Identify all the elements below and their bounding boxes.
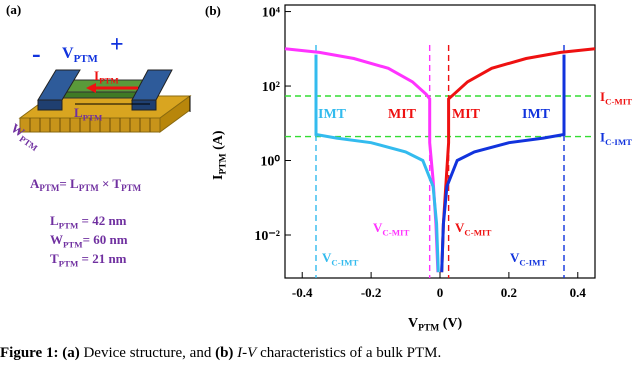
x-axis-label: VPTM (V) <box>408 316 463 334</box>
text-tail: = 21 nm <box>78 251 126 266</box>
series-line <box>314 54 440 273</box>
caption: Figure 1: (a) Device structure, and (b) … <box>0 345 441 361</box>
text-main: T <box>50 251 59 266</box>
text-tail: = 60 nm <box>83 232 128 247</box>
caption-text: I-V <box>236 345 258 361</box>
dimension: TPTM = 21 nm <box>50 251 127 268</box>
current-label: IPTM <box>94 68 119 85</box>
annotation: MIT <box>388 107 417 122</box>
text-main: V <box>62 45 74 62</box>
caption-text: (a) <box>58 345 79 361</box>
voltage-label: VPTM <box>62 45 98 65</box>
minus-sign: - <box>32 39 41 68</box>
text-main: V <box>322 250 332 265</box>
text-main: V <box>455 220 465 235</box>
threshold-label: VC-MIT <box>455 220 491 237</box>
threshold-label: VC-IMT <box>510 250 546 267</box>
text-sub: PTM <box>39 183 60 193</box>
text-sub: PTM <box>99 75 119 85</box>
text-sub: C-IMT <box>605 137 632 147</box>
series-line <box>284 47 440 273</box>
threshold-label: IC-IMT <box>600 130 632 147</box>
text-sub: PTM <box>219 153 229 174</box>
x-tick-label: -0.4 <box>292 285 313 300</box>
text-main: L <box>74 105 83 120</box>
annotation: IMT <box>522 107 551 122</box>
annotation: IMT <box>318 107 347 122</box>
text-sub: PTM <box>418 324 439 334</box>
text-sub: C-MIT <box>464 227 491 237</box>
text-main: I <box>211 175 226 180</box>
text-sub: PTM <box>63 239 83 249</box>
text-main: W <box>50 232 63 247</box>
panel-label: (a) <box>6 2 21 17</box>
text-main: = L <box>59 176 79 191</box>
caption-text: (b) <box>215 345 233 361</box>
text-sub: PTM <box>59 258 79 268</box>
text-sub: PTM <box>83 112 103 122</box>
dimension: WPTM= 60 nm <box>50 232 128 249</box>
text-main: V <box>408 316 418 331</box>
text-sub: C-MIT <box>605 96 632 106</box>
text-sub: PTM <box>74 53 98 65</box>
text-tail: = 42 nm <box>78 213 126 228</box>
text-sub: PTM <box>59 220 79 230</box>
text-main: V <box>510 250 520 265</box>
length-label: LPTM <box>74 105 103 122</box>
x-tick-label: 0 <box>437 285 444 300</box>
y-axis-label: IPTM (A) <box>211 130 229 180</box>
threshold-label: IC-MIT <box>600 89 632 106</box>
x-tick-label: 0.2 <box>501 285 517 300</box>
annotation: MIT <box>452 107 481 122</box>
caption-text: Device structure, and <box>80 345 215 361</box>
text-sub: C-IMT <box>519 257 546 267</box>
caption-text: Figure 1: <box>0 345 58 361</box>
text-main: L <box>50 213 59 228</box>
threshold-label: VC-MIT <box>373 220 409 237</box>
y-tick-label: 10⁴ <box>262 6 281 21</box>
caption-text: characteristics of a bulk PTM. <box>256 345 441 361</box>
x-tick-label: -0.2 <box>361 285 382 300</box>
text-sub: PTM <box>79 183 100 193</box>
x-tick-label: 0.4 <box>570 285 587 300</box>
y-tick-label: 10² <box>262 80 280 95</box>
y-tick-label: 10⁻² <box>254 229 280 244</box>
text-sub: C-MIT <box>382 227 409 237</box>
y-tick-label: 10⁰ <box>260 155 280 170</box>
text-tail: (A) <box>211 130 226 153</box>
threshold-label: VC-IMT <box>322 250 358 267</box>
area-formula: APTM= LPTM × TPTM <box>30 176 142 193</box>
text-main: I <box>600 89 605 104</box>
text-main: V <box>373 220 383 235</box>
text-tail: (V) <box>439 316 462 331</box>
panel-label: (b) <box>205 3 221 18</box>
series-line <box>440 54 566 273</box>
text-sub: C-IMT <box>331 257 358 267</box>
device-drawing <box>18 69 192 133</box>
text-main: I <box>94 68 99 83</box>
text-sub: PTM <box>121 183 142 193</box>
plot-frame <box>284 4 596 279</box>
text-main: I <box>600 130 605 145</box>
dimension: LPTM = 42 nm <box>50 213 127 230</box>
text-sub: PTM <box>18 134 40 154</box>
series-line <box>440 47 596 273</box>
text-main: × T <box>99 176 122 191</box>
plus-sign: + <box>110 32 124 58</box>
text-main: A <box>30 176 40 191</box>
